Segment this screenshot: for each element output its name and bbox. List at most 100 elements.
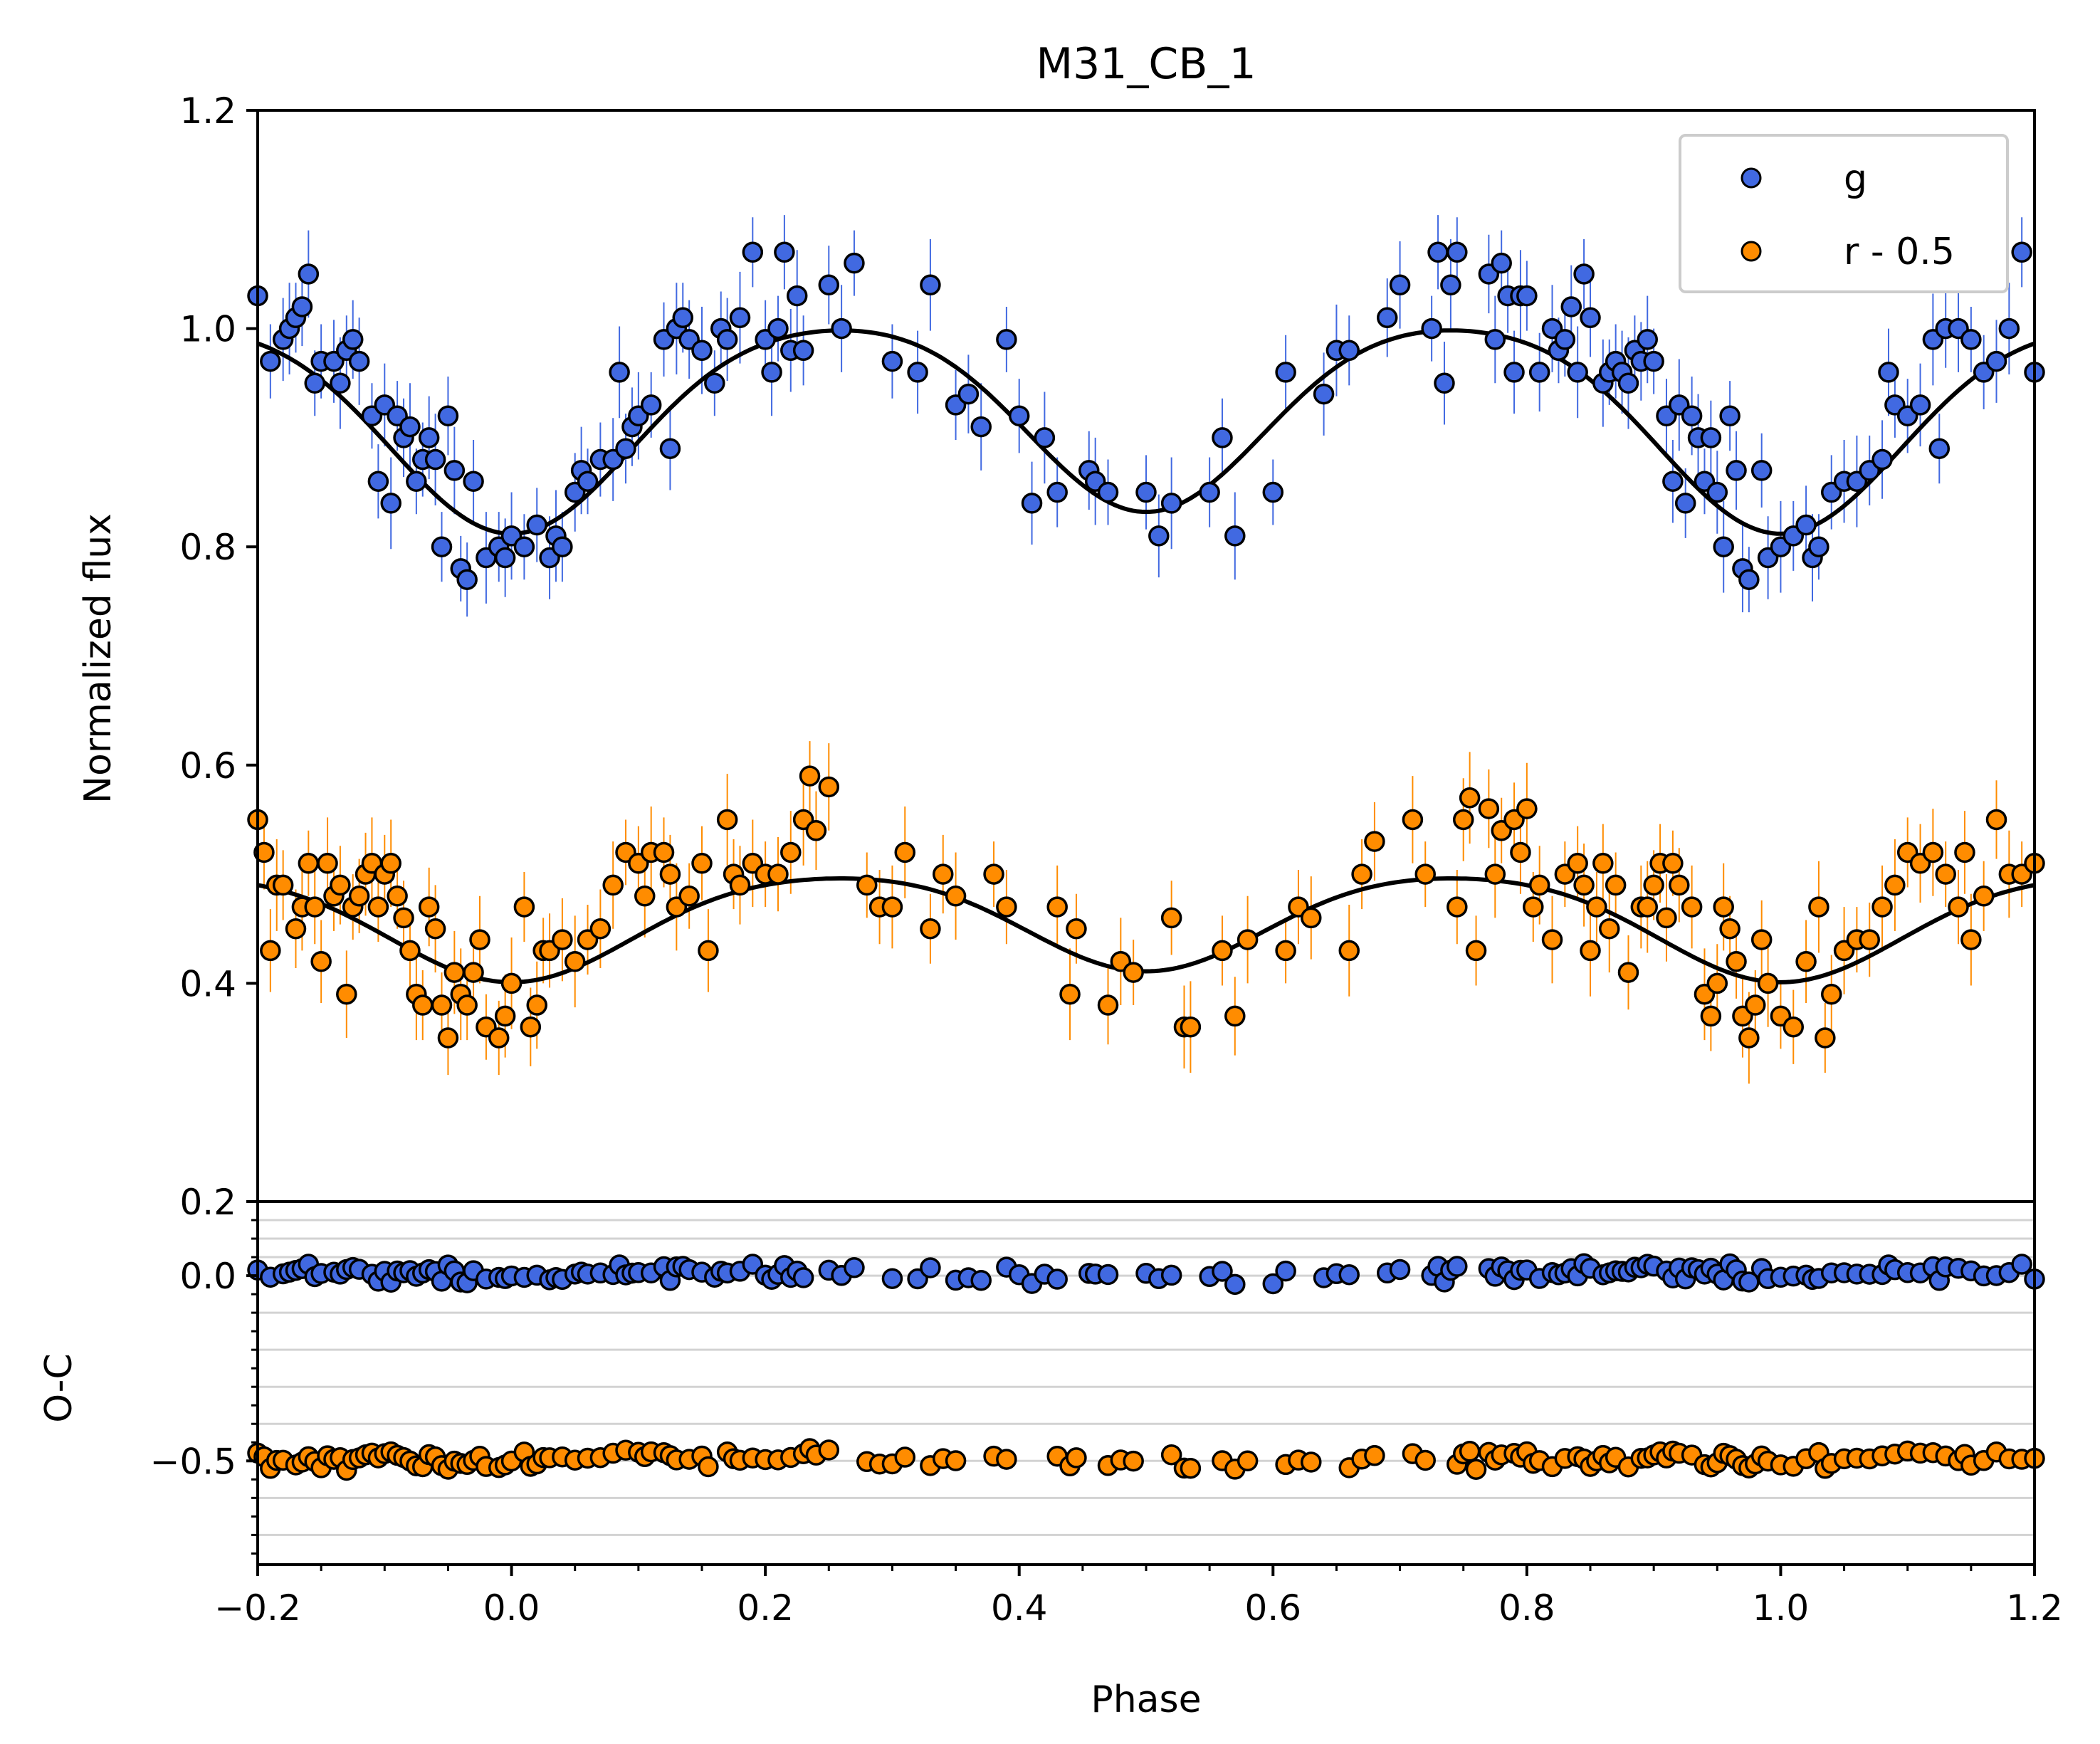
r-residual-point [945, 1450, 967, 1471]
r-data-point [602, 874, 624, 896]
r-data-point [1338, 940, 1360, 962]
r-data-point [1592, 853, 1614, 874]
g-data-point [1637, 329, 1658, 350]
g-data-point [1719, 405, 1741, 426]
flux-panel: 1.2 1.0 0.8 0.6 0.4 0.2 [179, 90, 2045, 1223]
g-data-point [1871, 448, 1893, 471]
r-data-point [1402, 809, 1424, 831]
g-residual-point [1338, 1264, 1360, 1286]
y-axis-label-oc: O-C [38, 1353, 80, 1422]
g-residual-point [1262, 1273, 1284, 1295]
g-data-point [1376, 307, 1398, 329]
g-data-point [456, 569, 478, 590]
r-data-point [1212, 940, 1233, 962]
g-data-point [552, 536, 573, 557]
g-data-point [1262, 481, 1284, 503]
r-data-point [418, 896, 440, 918]
r-data-point [437, 1027, 459, 1049]
g-residual-point [1447, 1256, 1468, 1277]
r-data-point [494, 1005, 516, 1027]
r-data-point [1275, 940, 1296, 962]
g-data-point [367, 471, 389, 492]
r-data-point [1884, 874, 1906, 896]
g-data-point [1878, 362, 1899, 383]
r-residual-point [818, 1439, 840, 1461]
oc-panel: 0.0 −0.5 −0.2 0.0 0.2 0.4 0.6 0.8 1.0 1.2 [150, 1200, 2063, 1629]
g-data-point [786, 285, 808, 307]
r-data-point [780, 841, 802, 863]
y-tick-label: 0.2 [179, 1182, 236, 1223]
r-data-point [469, 929, 490, 950]
r-residual-point [1414, 1449, 1436, 1471]
x-tick-label: 1.0 [1753, 1587, 1810, 1629]
g-data-point [399, 416, 421, 438]
r-data-point [1783, 1016, 1805, 1038]
r-data-point [1541, 929, 1563, 950]
g-data-point [1389, 274, 1411, 296]
r-data-point [520, 1016, 542, 1038]
r-data-point [1719, 918, 1741, 940]
r-data-point [1301, 907, 1322, 929]
r-data-point [330, 874, 351, 896]
g-data-point [1021, 493, 1043, 514]
g-data-point [729, 307, 751, 329]
r-data-point [1586, 896, 1607, 918]
r-residual-point [698, 1456, 719, 1478]
g-data-point [2011, 241, 2032, 263]
r-data-point [564, 950, 586, 972]
g-residual-point [792, 1267, 814, 1288]
r-data-point [1237, 929, 1259, 950]
r-data-point [678, 886, 700, 907]
r-data-point [1954, 841, 1975, 863]
legend: g r - 0.5 [1679, 134, 2009, 293]
r-data-point [456, 994, 478, 1016]
g-data-point [1160, 493, 1182, 514]
r-data-point [1859, 929, 1880, 950]
g-data-point [1580, 307, 1601, 329]
r-data-point [367, 896, 389, 918]
r-data-point [1948, 896, 1969, 918]
r-data-point [310, 950, 332, 972]
g-data-point [1199, 481, 1220, 503]
r-data-point [698, 940, 719, 962]
g-residual-point [970, 1269, 992, 1291]
g-data-point [1808, 536, 1829, 557]
g-data-point [443, 460, 466, 481]
g-data-point [418, 427, 440, 448]
r-data-point [317, 853, 338, 874]
g-data-point [1440, 274, 1461, 296]
g-data-point [996, 329, 1017, 350]
g-data-point [1528, 362, 1550, 383]
r-residual-point [1237, 1450, 1259, 1472]
r-data-point [1046, 896, 1068, 918]
r-data-point [380, 853, 401, 874]
r-residual-point [894, 1446, 916, 1468]
r-data-point [431, 994, 453, 1016]
legend-box [1679, 134, 2009, 293]
r-data-point [272, 874, 294, 896]
g-data-point [380, 493, 401, 514]
y-tick-label: 0.8 [179, 527, 236, 568]
r-data-point [653, 841, 675, 863]
r-data-point [932, 863, 954, 885]
g-data-point [1491, 252, 1512, 274]
x-tick-label: 1.2 [2006, 1587, 2063, 1629]
r-data-point [463, 962, 484, 983]
g-data-point [513, 536, 535, 557]
r-data-point [348, 886, 370, 907]
r-data-point [1478, 798, 1500, 819]
r-data-point [1985, 809, 2007, 831]
r-data-point [634, 886, 656, 907]
r-data-point [1059, 983, 1081, 1005]
g-data-point [1097, 481, 1119, 503]
g-data-point [424, 448, 446, 471]
legend-label-r: r - 0.5 [1844, 231, 1955, 273]
y-tick-label: 0.6 [179, 745, 236, 787]
g-data-point [615, 438, 636, 459]
r-data-point [1097, 994, 1119, 1016]
r-data-point [945, 886, 967, 907]
r-data-point [1414, 863, 1436, 885]
r-data-point [1180, 1016, 1202, 1038]
g-data-point [957, 383, 980, 405]
